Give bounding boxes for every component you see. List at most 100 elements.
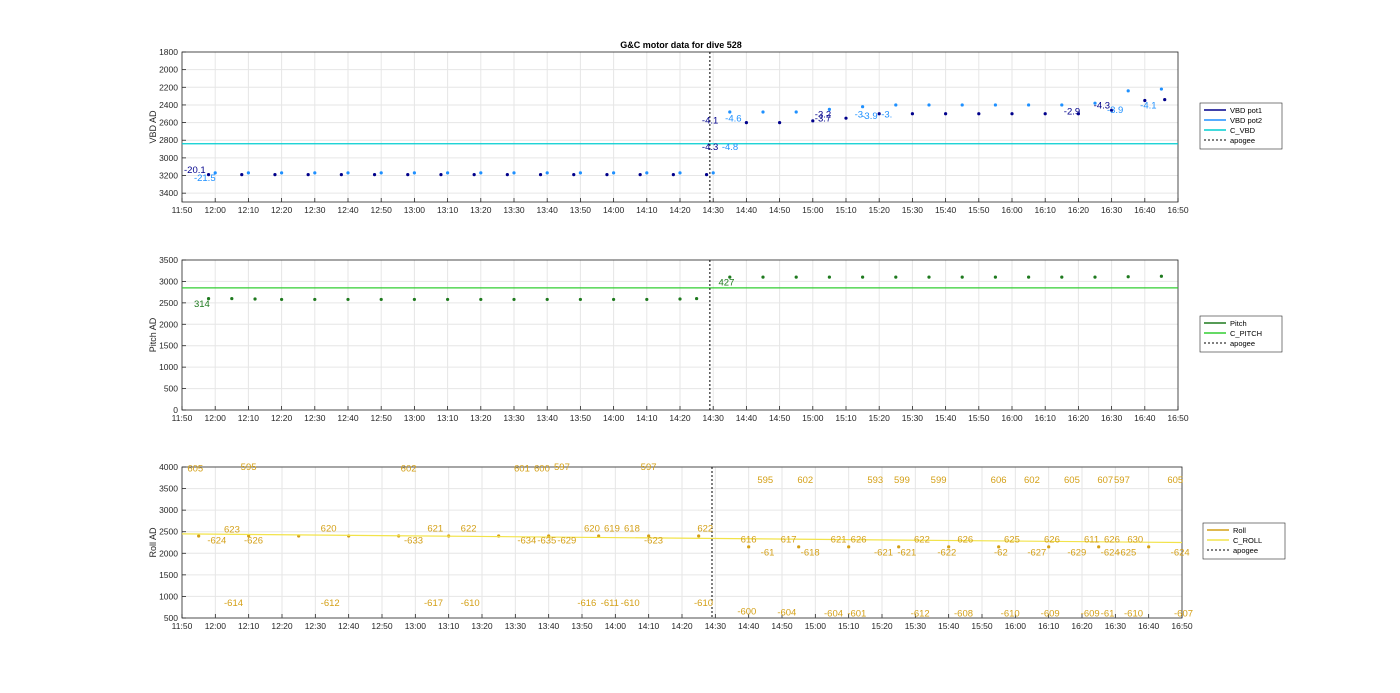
data-point bbox=[206, 173, 211, 177]
x-tick-label: 15:50 bbox=[968, 413, 990, 423]
x-tick-label: 11:50 bbox=[172, 621, 193, 631]
x-tick-label: 15:50 bbox=[971, 621, 993, 631]
data-point bbox=[313, 297, 317, 302]
data-label: -4.3 bbox=[1094, 100, 1110, 111]
data-label: -3.9 bbox=[861, 111, 877, 122]
y-axis-label: Pitch AD bbox=[148, 317, 158, 352]
data-label: -626 bbox=[244, 535, 263, 546]
data-point bbox=[247, 534, 251, 538]
data-label: -621 bbox=[874, 547, 893, 558]
data-point bbox=[847, 545, 851, 549]
data-point bbox=[678, 297, 682, 301]
x-tick-label: 16:40 bbox=[1138, 621, 1160, 631]
x-tick-label: 16:20 bbox=[1071, 621, 1093, 631]
data-point bbox=[346, 297, 350, 302]
data-point bbox=[647, 534, 651, 538]
data-point bbox=[1047, 545, 1051, 549]
axes-box bbox=[181, 51, 1179, 203]
x-tick-label: 14:00 bbox=[603, 205, 625, 215]
x-tick-label: 14:00 bbox=[605, 621, 627, 631]
x-tick-label: 13:00 bbox=[404, 205, 426, 215]
y-tick-label: 3400 bbox=[159, 188, 178, 198]
x-tick-label: 13:50 bbox=[571, 621, 593, 631]
y-tick-label: 4000 bbox=[159, 462, 178, 472]
data-label: -61 bbox=[1101, 608, 1115, 619]
legend-entry: Pitch bbox=[1230, 319, 1247, 328]
x-tick-label: 16:30 bbox=[1101, 413, 1123, 423]
y-tick-label: 1000 bbox=[159, 591, 178, 601]
data-point bbox=[894, 103, 898, 107]
data-label: 607 bbox=[1097, 475, 1113, 486]
x-tick-label: 14:00 bbox=[603, 413, 625, 423]
x-tick-label: 14:20 bbox=[669, 413, 691, 423]
data-point bbox=[545, 171, 549, 175]
x-tick-label: 12:20 bbox=[271, 205, 293, 215]
data-label: 599 bbox=[894, 475, 910, 486]
x-tick-label: 16:00 bbox=[1001, 205, 1023, 215]
x-tick-label: 14:40 bbox=[738, 621, 760, 631]
data-label: -634 bbox=[517, 535, 536, 546]
data-point bbox=[612, 171, 616, 175]
data-point bbox=[206, 296, 211, 301]
x-tick-label: 15:10 bbox=[835, 413, 857, 423]
data-point bbox=[794, 110, 798, 114]
y-tick-label: 2000 bbox=[159, 65, 178, 75]
data-label: 626 bbox=[851, 535, 867, 546]
x-tick-label: 15:40 bbox=[935, 205, 957, 215]
data-point bbox=[695, 296, 699, 301]
data-point bbox=[1093, 101, 1097, 105]
data-label: -610 bbox=[1124, 608, 1143, 619]
data-point bbox=[280, 171, 284, 175]
x-tick-label: 12:40 bbox=[337, 205, 359, 215]
legend-box bbox=[1202, 522, 1286, 560]
x-tick-label: 13:10 bbox=[437, 205, 459, 215]
data-label: 597 bbox=[641, 462, 657, 473]
data-point bbox=[1143, 98, 1147, 103]
data-label: 314 bbox=[194, 299, 210, 310]
data-point bbox=[761, 275, 765, 279]
y-tick-label: 2500 bbox=[159, 298, 178, 308]
data-label: -625 bbox=[1117, 547, 1136, 558]
x-tick-label: 15:10 bbox=[838, 621, 860, 631]
data-point bbox=[1043, 112, 1047, 116]
data-label: -633 bbox=[404, 535, 423, 546]
figure-title: G&C motor data for dive 528 bbox=[620, 40, 742, 50]
data-label: -604 bbox=[777, 607, 796, 618]
data-label: -607 bbox=[1174, 608, 1193, 619]
data-label: -4.1 bbox=[702, 115, 718, 126]
data-label: 616 bbox=[741, 535, 757, 546]
x-tick-label: 15:30 bbox=[902, 413, 924, 423]
data-point bbox=[645, 297, 649, 302]
data-point bbox=[412, 297, 416, 302]
data-point bbox=[479, 297, 483, 302]
data-point bbox=[944, 112, 948, 116]
data-point bbox=[761, 110, 765, 114]
data-label: 595 bbox=[757, 475, 773, 486]
data-point bbox=[379, 297, 383, 302]
data-point bbox=[927, 103, 931, 107]
data-point bbox=[861, 275, 865, 279]
x-tick-label: 16:50 bbox=[1167, 205, 1189, 215]
data-label: -21.5 bbox=[194, 173, 216, 184]
y-tick-label: 500 bbox=[164, 613, 178, 623]
data-label: 605 bbox=[187, 463, 203, 474]
data-label: -600 bbox=[737, 607, 756, 618]
x-tick-label: 15:30 bbox=[905, 621, 927, 631]
data-label: -629 bbox=[1067, 547, 1086, 558]
x-tick-label: 12:20 bbox=[271, 621, 293, 631]
data-label: -624 bbox=[207, 535, 226, 546]
data-point bbox=[1159, 274, 1163, 278]
x-tick-label: 16:50 bbox=[1171, 621, 1193, 631]
data-point bbox=[1147, 545, 1151, 549]
data-label: 617 bbox=[781, 535, 797, 546]
x-tick-label: 15:50 bbox=[968, 205, 990, 215]
data-point bbox=[844, 116, 848, 120]
x-tick-label: 16:10 bbox=[1035, 413, 1057, 423]
x-tick-label: 12:30 bbox=[304, 413, 326, 423]
data-label: -609 bbox=[1041, 608, 1060, 619]
data-point bbox=[993, 275, 998, 279]
x-tick-label: 15:20 bbox=[869, 413, 891, 423]
data-point bbox=[273, 173, 277, 177]
x-tick-label: 14:30 bbox=[703, 413, 725, 423]
data-label: -610 bbox=[461, 598, 480, 609]
